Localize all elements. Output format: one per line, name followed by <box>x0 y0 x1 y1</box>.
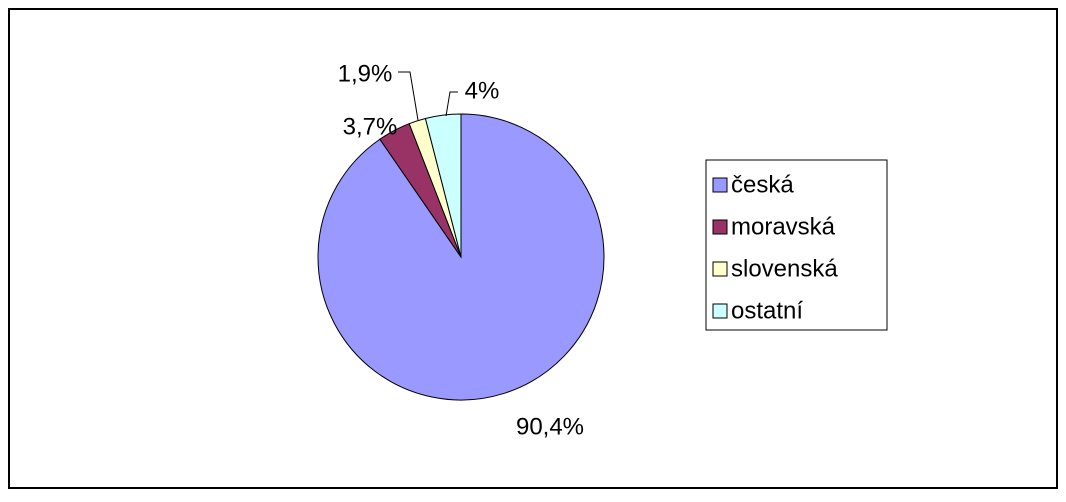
data-label: 3,7% <box>343 113 398 140</box>
legend-label: ostatní <box>731 297 803 324</box>
data-label: 90,4% <box>516 413 584 440</box>
data-label: 1,9% <box>338 60 393 87</box>
legend-swatch <box>712 177 728 193</box>
leader-line <box>445 91 458 117</box>
leader-line <box>398 71 419 121</box>
legend-label: česká <box>731 171 794 198</box>
legend-box <box>705 159 888 331</box>
data-label: 4% <box>465 77 500 104</box>
legend-swatch <box>712 219 728 235</box>
legend-swatch <box>712 261 728 277</box>
legend-swatch <box>712 303 728 319</box>
pie-slice <box>424 113 462 258</box>
legend-label: moravská <box>731 213 836 240</box>
legend-label: slovenská <box>731 255 838 282</box>
